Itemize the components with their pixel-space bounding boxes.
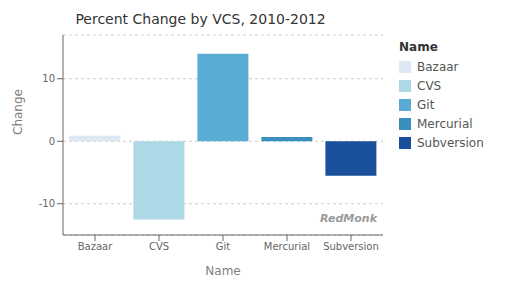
html-text:Subversion: Subversion bbox=[417, 136, 484, 150]
html-text:Bazaar: Bazaar bbox=[417, 60, 459, 74]
svg-text:10: 10 bbox=[42, 73, 55, 84]
html-text:RedMonk: RedMonk bbox=[320, 212, 377, 225]
html-text:CVS: CVS bbox=[417, 79, 442, 93]
svg-text:Bazaar: Bazaar bbox=[78, 241, 113, 252]
svg-text:Name: Name bbox=[205, 264, 240, 278]
html-text:Git: Git bbox=[417, 98, 435, 112]
svg-text:CVS: CVS bbox=[149, 241, 169, 252]
svg-text:Git: Git bbox=[216, 241, 231, 252]
svg-text:Subversion: Subversion bbox=[323, 241, 379, 252]
html-text:Mercurial: Mercurial bbox=[417, 117, 473, 131]
html-text:Percent Change by VCS, 2010-20: Percent Change by VCS, 2010-2012 bbox=[75, 11, 326, 27]
svg-text:Change: Change bbox=[11, 89, 25, 135]
svg-text:0: 0 bbox=[49, 136, 55, 147]
svg-text:Mercurial: Mercurial bbox=[264, 241, 310, 252]
html-text:Name: Name bbox=[399, 40, 438, 54]
svg-text:-10: -10 bbox=[39, 198, 55, 209]
